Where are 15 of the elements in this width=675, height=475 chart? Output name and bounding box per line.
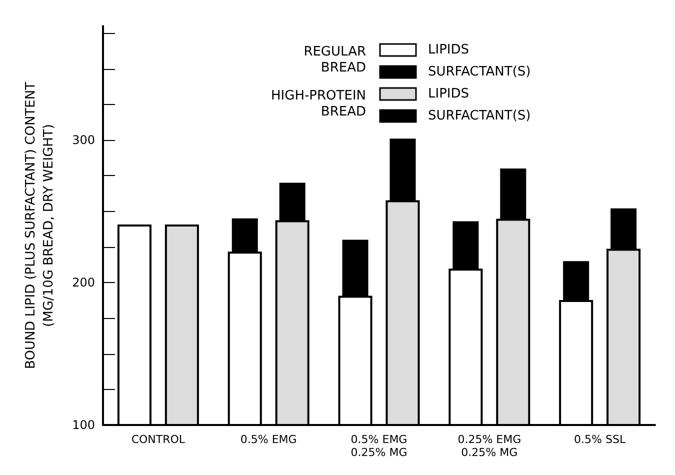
- legend-label: LIPIDS: [428, 86, 470, 102]
- annotation: REGULAR BREAD: [304, 44, 366, 76]
- x-tick-label: 0.25% EMG 0.25% MG: [458, 433, 522, 459]
- y-tick-label: 200: [72, 276, 95, 290]
- annotation: HIGH-PROTEIN BREAD: [271, 88, 366, 120]
- y-tick-label: 300: [72, 133, 95, 147]
- x-tick-label: CONTROL: [131, 433, 186, 446]
- x-tick-label: 0.5% EMG 0.25% MG: [350, 433, 408, 459]
- legend-label: SURFACTANT(S): [428, 64, 531, 80]
- legend-label: LIPIDS: [428, 42, 470, 58]
- x-tick-label: 0.5% EMG: [240, 433, 297, 446]
- y-tick-label: 100: [72, 418, 95, 432]
- y-axis-title: BOUND LIPID (PLUS SURFACTANT) CONTENT (MG/10G BREAD, DRY WEIGHT): [24, 82, 56, 369]
- legend-label: SURFACTANT(S): [428, 108, 531, 124]
- x-tick-label: 0.5% SSL: [574, 433, 626, 446]
